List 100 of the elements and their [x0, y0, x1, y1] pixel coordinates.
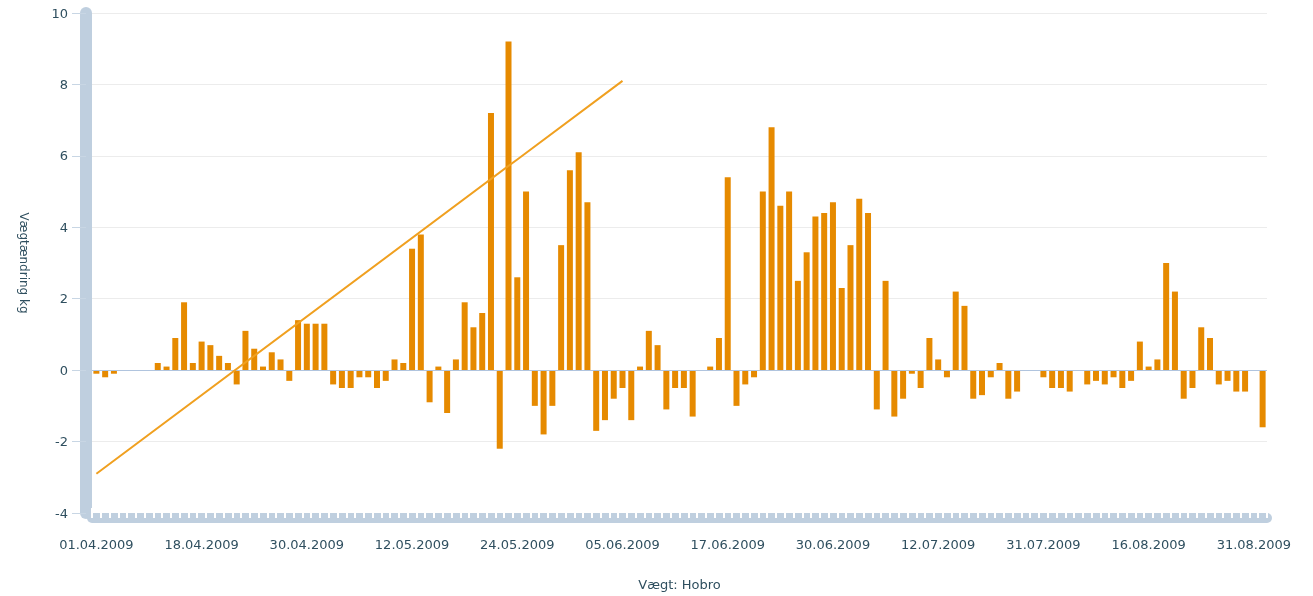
bar	[680, 370, 687, 388]
bar	[768, 127, 775, 371]
bar	[198, 341, 205, 371]
bar	[654, 345, 661, 371]
bar	[531, 370, 538, 406]
bar	[426, 370, 433, 403]
bar	[514, 277, 521, 371]
bar	[277, 359, 284, 371]
bar	[715, 338, 722, 371]
bar	[689, 370, 696, 417]
bar	[452, 359, 459, 371]
bar	[724, 177, 731, 371]
y-tick-label: 10	[51, 5, 68, 21]
bar	[575, 152, 582, 371]
bar	[286, 370, 293, 381]
x-tick-label: 17.06.2009	[690, 537, 765, 552]
bar	[786, 191, 793, 371]
bar	[487, 113, 494, 371]
bar	[189, 363, 196, 371]
bar	[373, 370, 380, 388]
bar	[496, 370, 503, 449]
x-tick-label: 31.08.2009	[1216, 537, 1292, 552]
x-tick-label: 16.08.2009	[1111, 537, 1186, 552]
bar	[891, 370, 898, 417]
x-tick-label: 05.06.2009	[585, 537, 660, 552]
bar	[549, 370, 556, 406]
bar	[1154, 359, 1161, 371]
bar	[172, 338, 179, 371]
bar	[1224, 370, 1231, 381]
bar	[847, 245, 854, 371]
bar	[1189, 370, 1196, 388]
bar	[759, 191, 766, 371]
y-tick-label: 8	[59, 76, 68, 92]
bar	[584, 202, 591, 371]
bar	[330, 370, 337, 385]
bar	[470, 327, 477, 371]
bar	[1163, 263, 1170, 371]
bar	[803, 252, 810, 371]
bar	[900, 370, 907, 399]
bar	[865, 213, 872, 371]
bar	[295, 320, 302, 371]
bar	[1207, 338, 1213, 371]
bar	[996, 363, 1003, 371]
x-tick-label: 30.06.2009	[795, 537, 871, 552]
bar	[593, 370, 600, 431]
bar	[882, 280, 889, 371]
x-tick-label: 18.04.2009	[164, 537, 239, 552]
bar	[558, 245, 565, 371]
bar	[1259, 370, 1266, 428]
bar	[961, 305, 968, 371]
bar	[742, 370, 749, 385]
y-tick-label: -4	[55, 505, 68, 521]
bar	[873, 370, 880, 410]
bar	[505, 41, 512, 371]
bar	[1084, 370, 1091, 385]
bar	[601, 370, 608, 421]
bar	[1215, 370, 1222, 385]
bar	[1233, 370, 1240, 392]
bar	[856, 198, 863, 371]
y-tick-label: 4	[59, 219, 68, 235]
bar	[1198, 327, 1205, 371]
bar	[645, 330, 652, 371]
bar	[338, 370, 345, 388]
bar	[566, 170, 573, 371]
bar	[1128, 370, 1135, 381]
bar	[610, 370, 617, 399]
y-axis-title: Vægtændring kg	[17, 212, 31, 314]
bar	[312, 323, 319, 371]
bar	[242, 330, 249, 371]
bar	[1101, 370, 1108, 385]
bar	[1119, 370, 1126, 388]
bar	[400, 363, 407, 371]
bar	[347, 370, 354, 388]
bar	[382, 370, 389, 381]
bar	[154, 363, 161, 371]
x-tick-label: 12.05.2009	[374, 537, 450, 552]
bar	[777, 205, 784, 371]
x-axis-title: Vægt: Hobro	[638, 577, 721, 592]
bar	[1136, 341, 1143, 371]
bar	[1005, 370, 1012, 399]
bar	[663, 370, 670, 410]
y-tick-label: 6	[59, 148, 68, 164]
bar	[523, 191, 530, 371]
y-tick-label: 2	[59, 291, 68, 307]
bar	[303, 323, 310, 371]
bar	[970, 370, 977, 399]
x-tick-label: 30.04.2009	[269, 537, 345, 552]
bar	[672, 370, 679, 388]
bar	[224, 363, 231, 371]
bar	[216, 355, 223, 371]
bar	[391, 359, 398, 371]
bar	[233, 370, 240, 385]
bar	[979, 370, 986, 396]
bar	[540, 370, 547, 435]
bar	[917, 370, 924, 388]
bar	[935, 359, 942, 371]
bar	[268, 352, 275, 371]
bar	[619, 370, 626, 388]
x-tick-label: 31.07.2009	[1006, 537, 1081, 552]
bar	[1057, 370, 1064, 388]
